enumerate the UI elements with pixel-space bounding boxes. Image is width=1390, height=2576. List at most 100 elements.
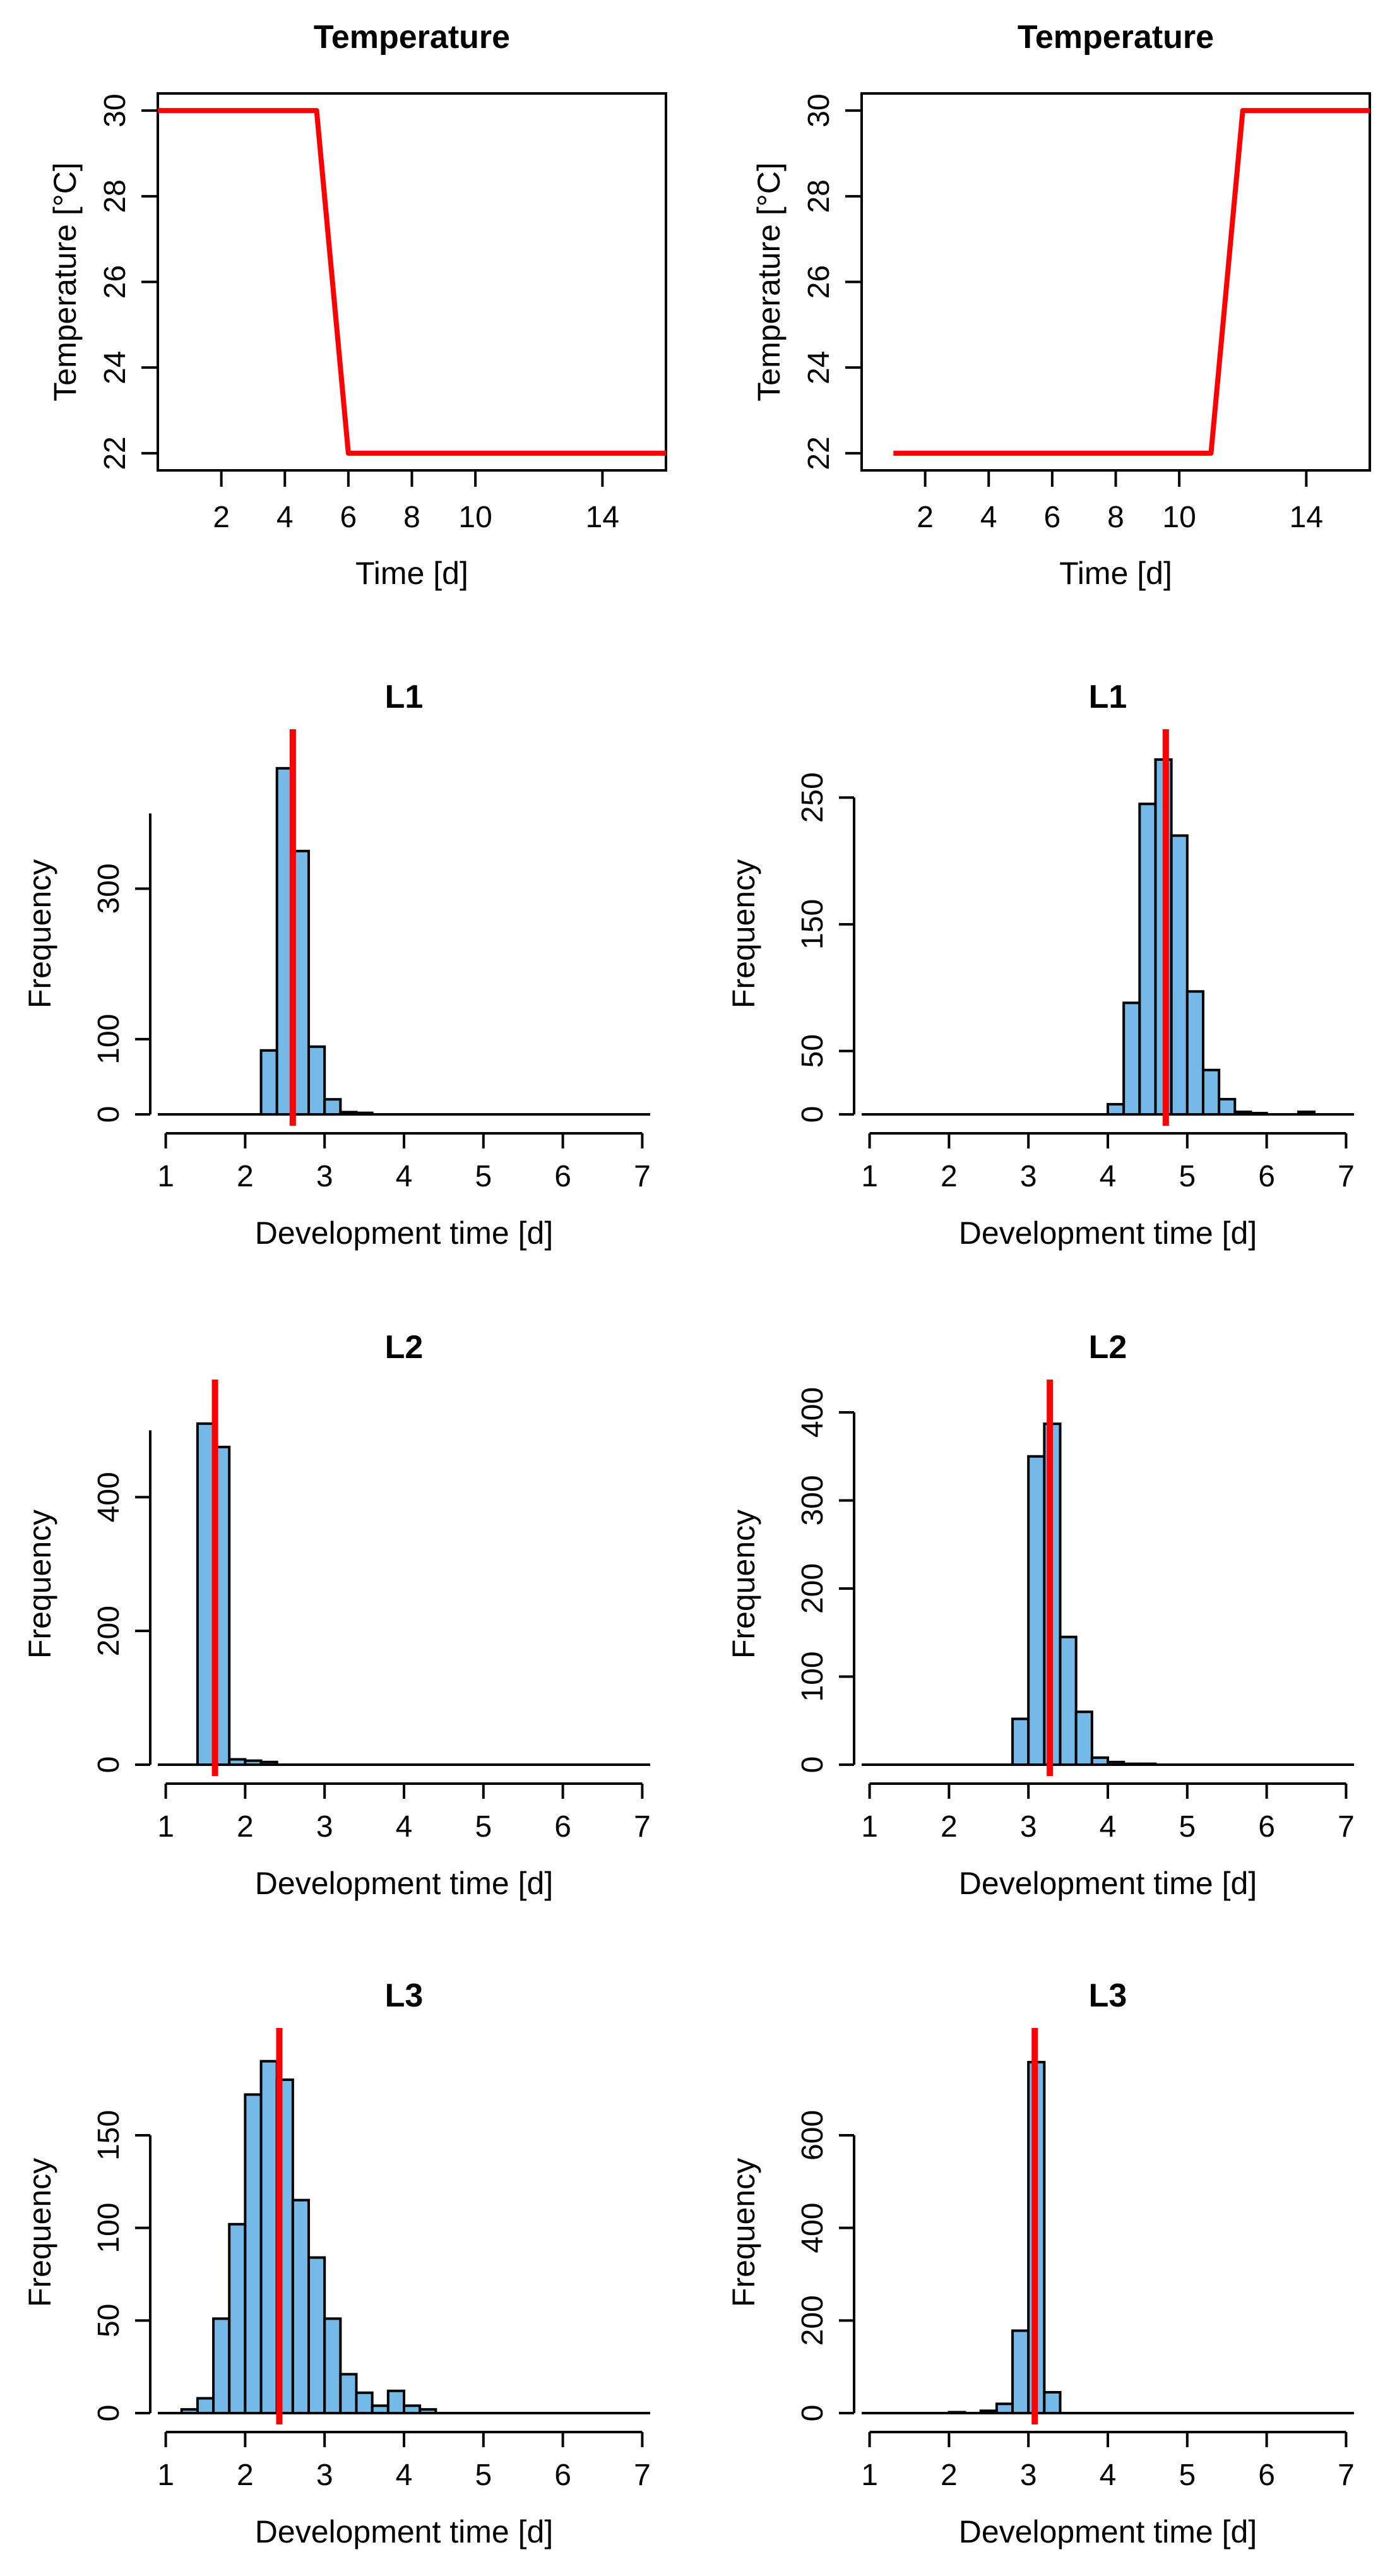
chart-l1-left: L1 1 2 3 4 5 6 7 0 100 300 Development time [d] Freq… xyxy=(22,679,651,1251)
y-tick-label: 200 xyxy=(92,1606,126,1656)
x-tick-label: 1 xyxy=(861,2459,878,2492)
y-tick-label: 28 xyxy=(98,179,132,213)
plot-frame xyxy=(860,92,1371,472)
histogram-bar xyxy=(339,2373,358,2414)
x-tick-label: 5 xyxy=(1179,2459,1196,2492)
y-tick-label: 150 xyxy=(796,899,829,950)
histogram-bar xyxy=(1122,1001,1141,1116)
x-tick-label: 4 xyxy=(276,501,294,534)
histogram-bar xyxy=(1201,1068,1221,1116)
y-tick-label: 26 xyxy=(98,265,132,299)
y-tick-label: 0 xyxy=(92,2405,126,2422)
plot-frame xyxy=(157,92,667,472)
histogram-bar xyxy=(259,1760,278,1766)
x-axis: 1 2 3 4 5 6 7 xyxy=(157,1782,651,1844)
y-tick-label: 150 xyxy=(92,2110,126,2161)
x-axis: 1 2 3 4 5 6 7 xyxy=(157,2431,651,2492)
temperature-series-line xyxy=(158,108,666,456)
x-axis-label: Development time [d] xyxy=(255,2514,553,2549)
x-tick-label: 10 xyxy=(458,501,492,534)
x-tick-label: 2 xyxy=(917,501,934,534)
y-tick-label: 24 xyxy=(98,350,132,384)
y-axis: 22 24 26 28 30 xyxy=(98,93,158,470)
y-tick-label: 22 xyxy=(802,436,836,470)
chart-title: L2 xyxy=(1089,1329,1127,1366)
histogram-bar xyxy=(1170,834,1189,1116)
histogram-bar xyxy=(323,2317,342,2414)
x-tick-label: 2 xyxy=(237,1160,254,1193)
y-tick-label: 300 xyxy=(796,1475,829,1525)
x-tick-label: 5 xyxy=(475,1810,492,1844)
histogram-bar xyxy=(1107,1102,1126,1116)
histogram-bar xyxy=(355,2391,374,2415)
y-tick-label: 0 xyxy=(796,1756,829,1774)
histogram-bar xyxy=(1090,1756,1110,1767)
y-tick-label: 24 xyxy=(802,350,836,384)
x-tick-label: 6 xyxy=(1258,2459,1275,2492)
x-tick-label: 14 xyxy=(586,501,619,534)
x-tick-label: 7 xyxy=(1338,1160,1355,1193)
x-tick-label: 8 xyxy=(403,501,420,534)
y-tick-label: 0 xyxy=(796,2405,829,2422)
chart-l2-left: L2 1 2 3 4 5 6 7 0 200 400 Development time [d] Freq… xyxy=(22,1329,651,1901)
histogram-bar xyxy=(979,2409,998,2414)
chart-title: L2 xyxy=(385,1329,424,1366)
histogram-bar xyxy=(1297,1110,1316,1116)
y-axis: 0 200 400 xyxy=(92,1430,151,1773)
histogram-bar xyxy=(1107,1760,1126,1767)
x-tick-label: 3 xyxy=(316,1810,333,1844)
x-tick-label: 2 xyxy=(941,1810,958,1844)
histogram-bar xyxy=(1138,802,1157,1116)
x-tick-label: 4 xyxy=(1100,2459,1117,2492)
x-axis: 2 4 6 8 10 14 xyxy=(917,470,1323,534)
histogram-bar xyxy=(180,2408,199,2414)
x-tick-label: 7 xyxy=(634,1810,651,1844)
histogram-bar xyxy=(244,2093,263,2414)
x-axis: 1 2 3 4 5 6 7 xyxy=(861,1132,1355,1193)
histogram-bar xyxy=(947,2411,966,2415)
x-tick-label: 4 xyxy=(1100,1160,1117,1193)
x-axis-label: Time [d] xyxy=(355,556,468,591)
x-tick-label: 4 xyxy=(980,501,997,534)
x-tick-label: 5 xyxy=(1179,1810,1196,1844)
histogram-bar xyxy=(1249,1111,1268,1116)
x-tick-label: 2 xyxy=(237,2459,254,2492)
histogram-bar xyxy=(1185,990,1204,1116)
x-tick-label: 2 xyxy=(213,501,230,534)
x-tick-label: 1 xyxy=(157,1160,174,1193)
histogram-bar xyxy=(419,2408,437,2414)
histogram-bar xyxy=(1218,1097,1237,1116)
x-axis-label: Time [d] xyxy=(1059,556,1172,591)
x-tick-label: 6 xyxy=(554,1810,571,1844)
y-axis-label: Temperature [°C] xyxy=(47,162,83,401)
histogram-bar xyxy=(196,1422,215,1767)
y-tick-label: 250 xyxy=(796,772,829,823)
y-tick-label: 400 xyxy=(796,2203,829,2253)
x-tick-label: 6 xyxy=(340,501,357,534)
x-tick-label: 8 xyxy=(1107,501,1124,534)
x-tick-label: 1 xyxy=(157,2459,174,2492)
y-tick-label: 600 xyxy=(796,2110,829,2161)
x-axis: 1 2 3 4 5 6 7 xyxy=(157,1132,651,1193)
y-tick-label: 300 xyxy=(92,863,126,914)
histogram-bar xyxy=(1043,2391,1062,2414)
y-axis: 0 50 100 150 xyxy=(92,2110,151,2422)
y-tick-label: 100 xyxy=(92,2203,126,2253)
x-tick-label: 2 xyxy=(941,1160,958,1193)
y-axis-label: Frequency xyxy=(726,2158,761,2307)
y-tick-label: 400 xyxy=(796,1387,829,1438)
y-tick-label: 26 xyxy=(802,265,836,299)
chart-l1-right: L1 1 2 3 4 5 6 7 0 50 150 250 Development time [d] Fr… xyxy=(726,679,1355,1251)
histogram-bar xyxy=(307,2256,326,2415)
histogram-bar xyxy=(244,1759,263,1767)
x-tick-label: 10 xyxy=(1162,501,1196,534)
x-tick-label: 3 xyxy=(1020,1160,1037,1193)
x-tick-label: 14 xyxy=(1290,501,1323,534)
y-tick-label: 22 xyxy=(98,436,132,470)
histogram-bar xyxy=(386,2389,405,2415)
x-tick-label: 7 xyxy=(634,2459,651,2492)
x-tick-label: 4 xyxy=(1100,1810,1117,1844)
